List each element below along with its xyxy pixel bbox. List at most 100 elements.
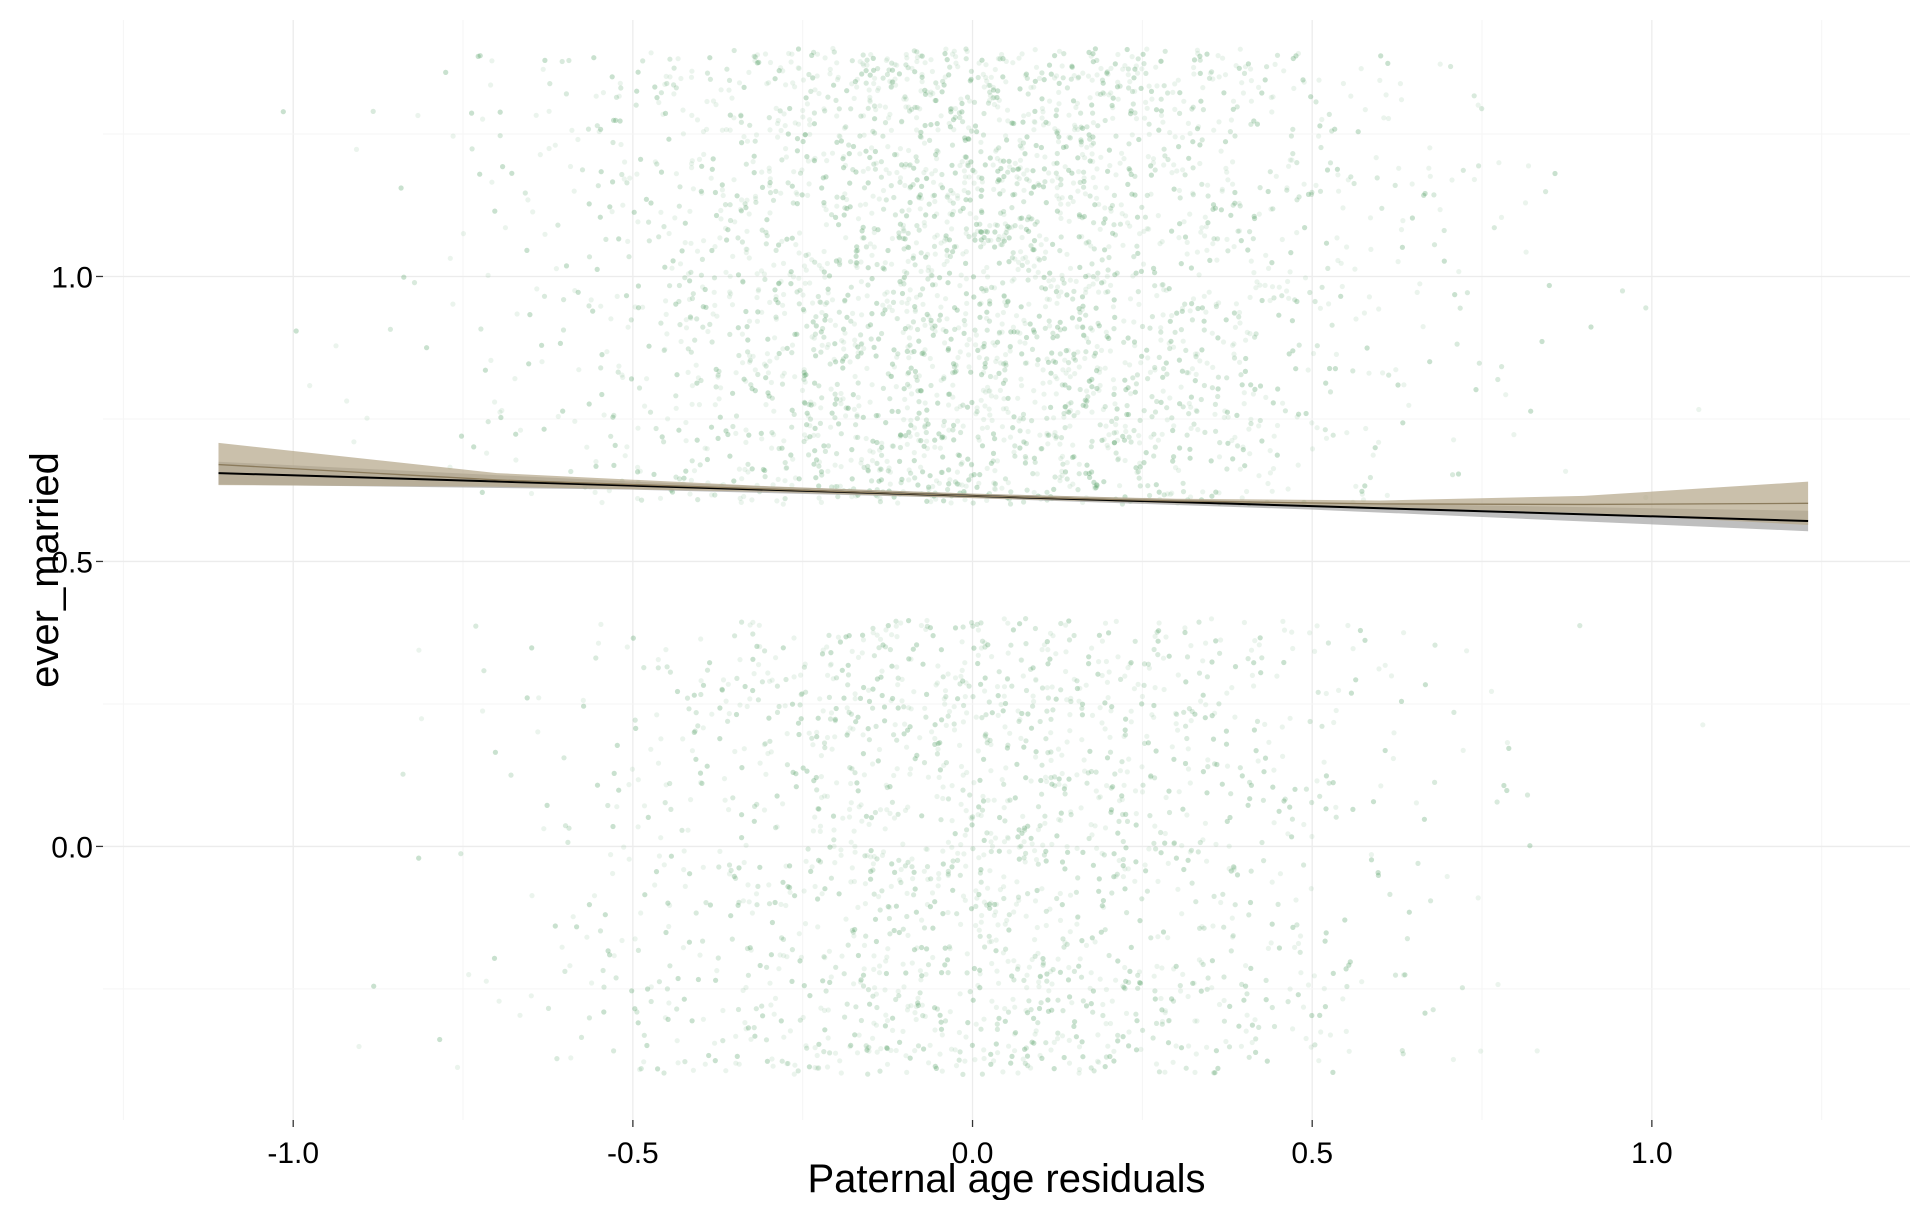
data-point [924,618,929,623]
data-point [848,781,853,786]
data-point [859,279,864,284]
data-point [1252,638,1257,643]
data-point [1067,1061,1072,1066]
data-point [652,882,657,887]
data-point [701,1017,706,1022]
data-point [958,842,963,847]
data-point [1156,438,1161,443]
data-point [1211,128,1216,133]
data-point [492,399,497,404]
data-point [989,75,994,80]
data-point [882,987,887,992]
data-point [923,400,928,405]
data-point [729,96,734,101]
data-point [1461,748,1466,753]
data-point [932,445,937,450]
data-point [950,783,955,788]
data-point [899,300,904,305]
data-point [872,76,877,81]
data-point [917,735,922,740]
data-point [731,177,736,182]
data-point [1239,1044,1244,1049]
data-point [1003,922,1008,927]
data-point [1055,1036,1060,1041]
data-point [906,148,911,153]
data-point [908,766,913,771]
data-point [938,446,943,451]
data-point [451,134,456,139]
data-point [484,979,489,984]
data-point [940,1069,945,1074]
data-point [621,845,626,850]
data-point [1114,619,1119,624]
data-point [918,465,923,470]
data-point [1163,634,1168,639]
data-point [1363,426,1368,431]
data-point [891,773,896,778]
data-point [1002,839,1007,844]
data-point [819,774,824,779]
data-point [950,383,955,388]
data-point [960,251,965,256]
data-point [906,297,911,302]
data-point [1121,318,1126,323]
data-point [1188,131,1193,136]
data-point [1203,702,1208,707]
data-point [1146,846,1151,851]
data-point [1016,56,1021,61]
data-point [794,190,799,195]
data-point [1535,1048,1540,1053]
data-point [909,391,914,396]
data-point [807,181,812,186]
data-point [1006,651,1011,656]
data-point [1152,824,1157,829]
data-point [1136,433,1141,438]
data-point [1103,726,1108,731]
data-point [658,210,663,215]
data-point [709,176,714,181]
data-point [1040,843,1045,848]
data-point [899,698,904,703]
data-point [1438,62,1443,67]
data-point [987,868,992,873]
data-point [939,240,944,245]
data-point [1235,444,1240,449]
data-point [416,648,421,653]
data-point [1031,388,1036,393]
data-point [1044,779,1049,784]
data-point [1292,945,1297,950]
data-point [1169,491,1174,496]
data-point [987,412,992,417]
data-point [841,346,846,351]
data-point [773,655,778,660]
data-point [1186,1043,1191,1048]
data-point [827,949,832,954]
data-point [954,1063,959,1068]
data-point [1266,740,1271,745]
data-point [905,405,910,410]
data-point [1031,127,1036,132]
data-point [1174,168,1179,173]
data-point [949,500,954,505]
data-point [1077,364,1082,369]
data-point [711,98,716,103]
data-point [1011,909,1016,914]
data-point [1224,170,1229,175]
data-point [1186,121,1191,126]
data-point [942,262,947,267]
data-point [781,261,786,266]
data-point [529,491,534,496]
data-point [1523,200,1528,205]
data-point [641,1059,646,1064]
data-point [815,924,820,929]
data-point [1002,724,1007,729]
data-point [747,319,752,324]
data-point [535,729,540,734]
data-point [1066,113,1071,118]
data-point [933,252,938,257]
data-point [942,702,947,707]
data-point [815,73,820,78]
data-point [744,843,749,848]
data-point [1040,647,1045,652]
data-point [912,1048,917,1053]
